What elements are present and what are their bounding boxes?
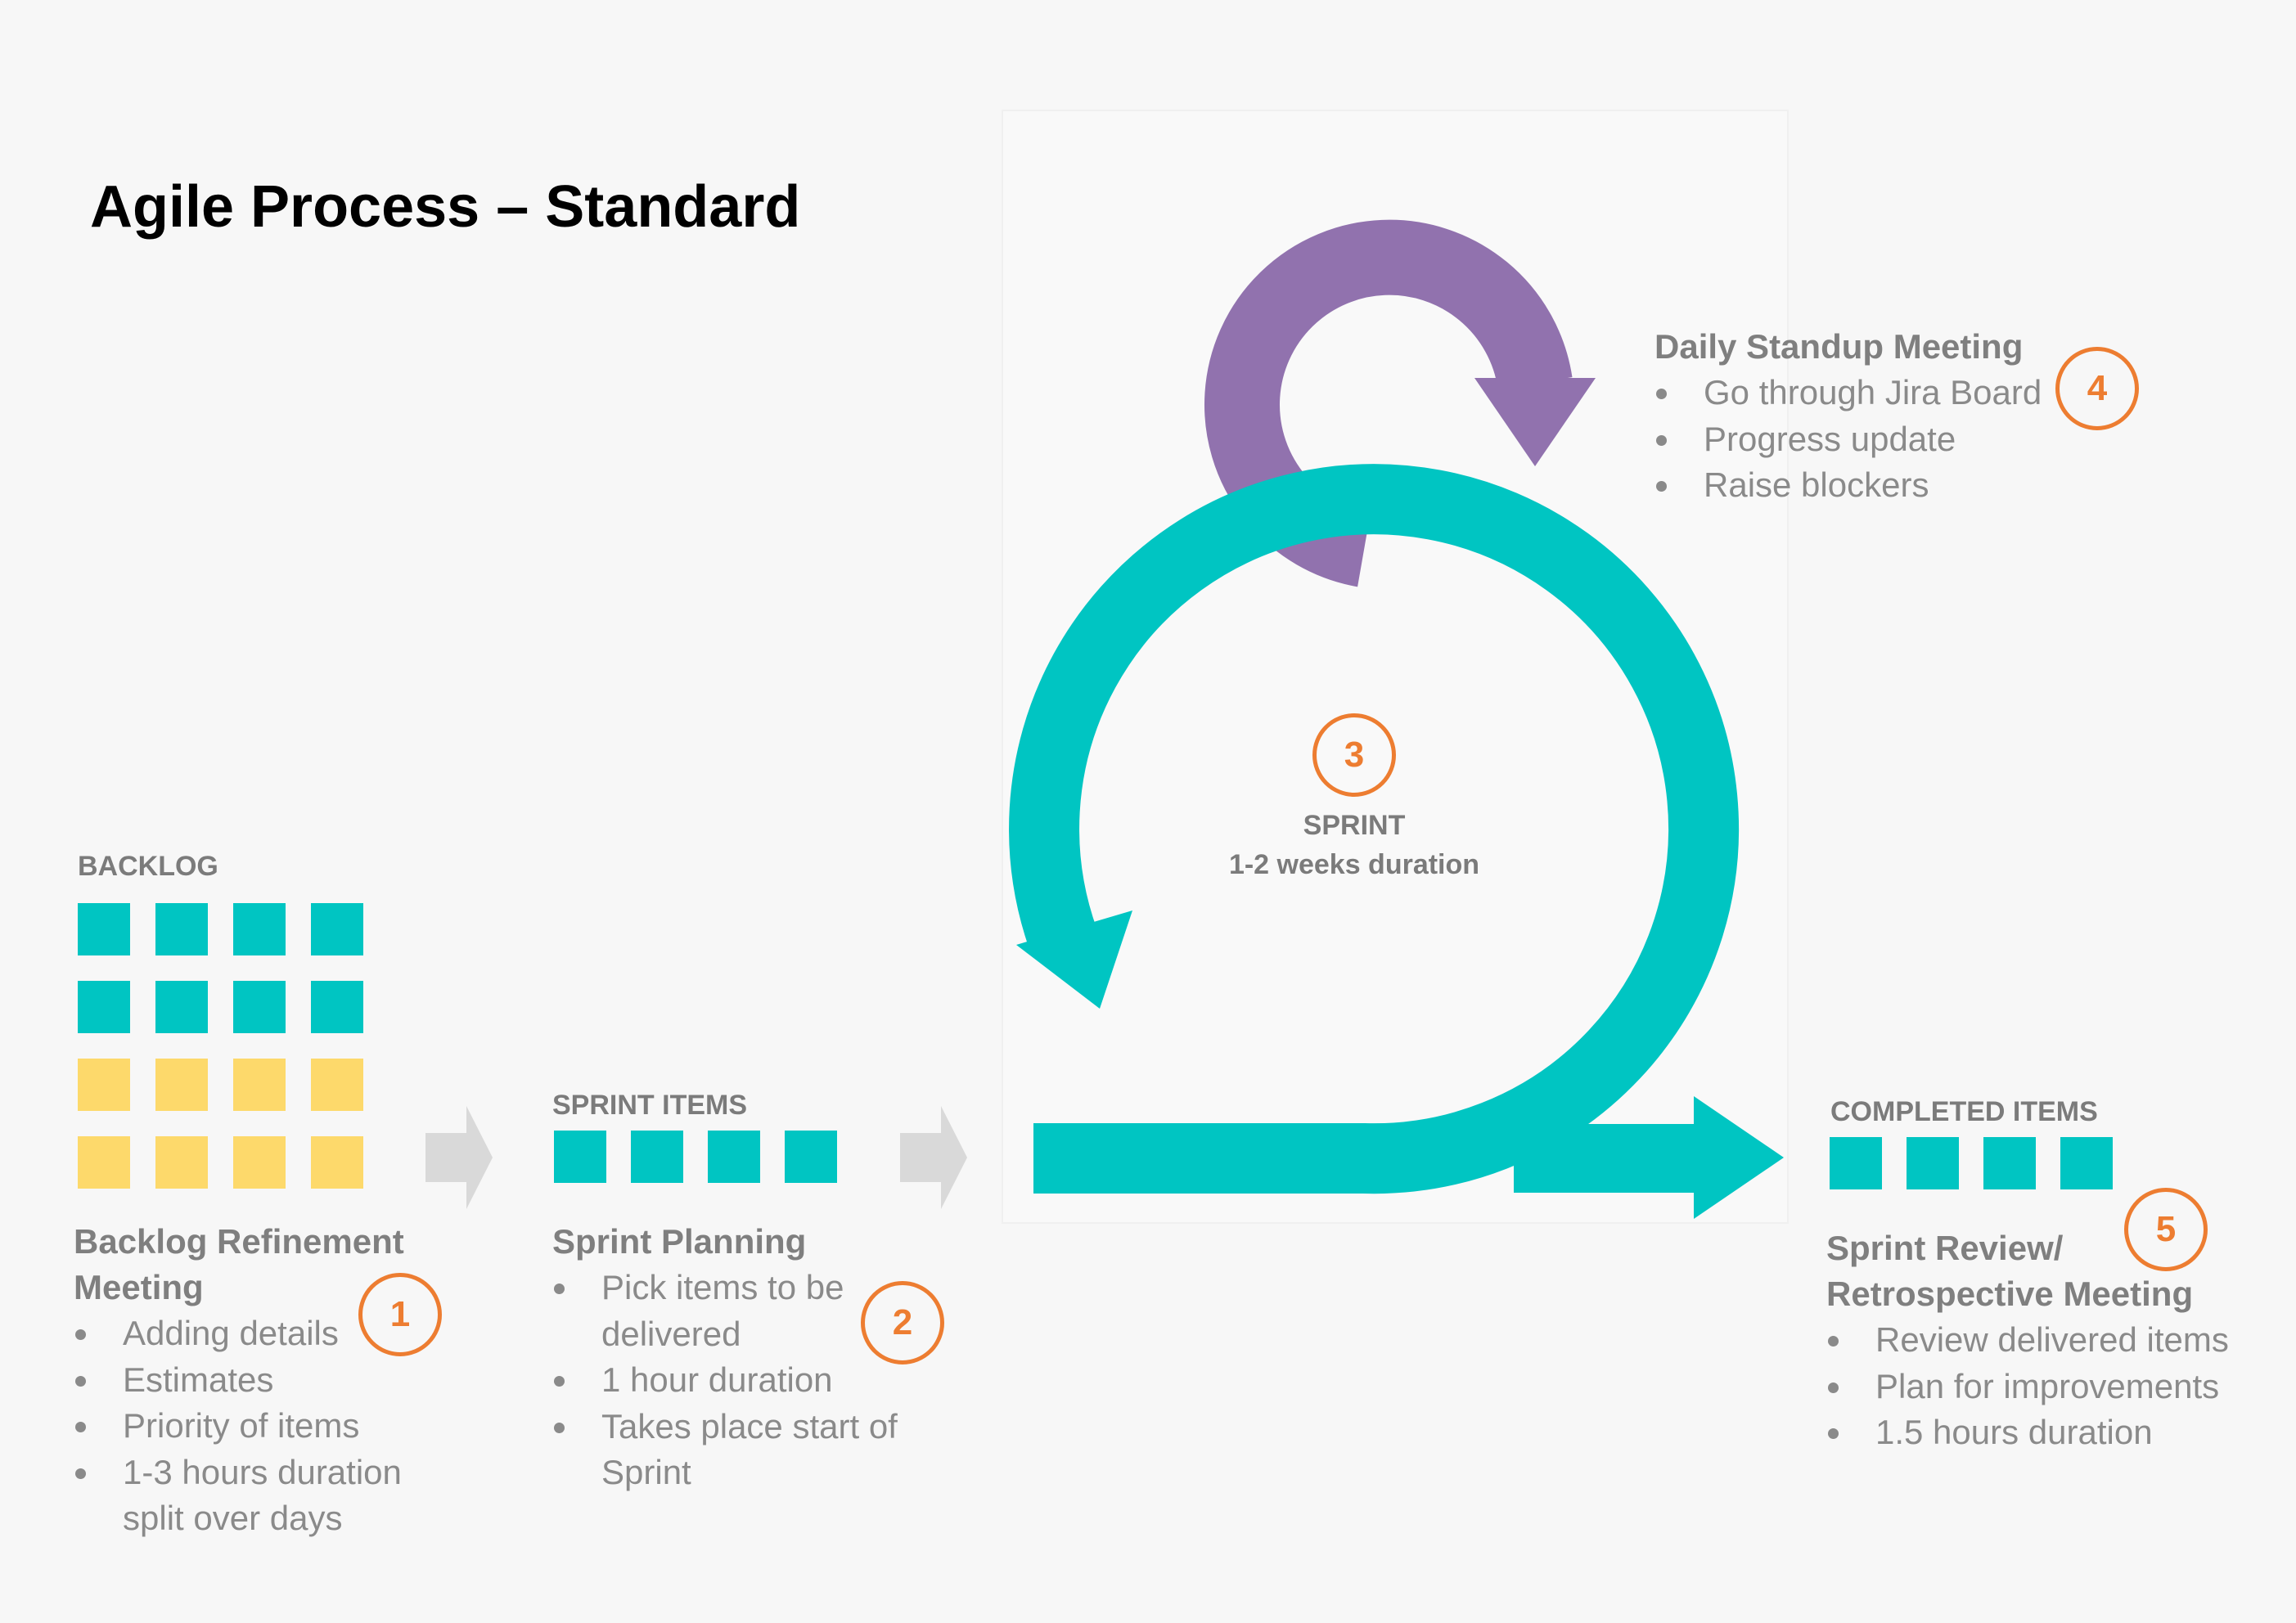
sprint-item (708, 1131, 760, 1183)
flow-arrow-1 (425, 1106, 493, 1209)
backlog-item (311, 1136, 363, 1189)
page-title: Agile Process – Standard (90, 174, 801, 240)
exit-arrow-head (1694, 1096, 1784, 1219)
list-item: Go through Jira Board (1654, 370, 2042, 416)
sprint-duration: 1-2 weeks duration (1228, 849, 1480, 880)
sprint-item (631, 1131, 683, 1183)
completed-item (2060, 1137, 2113, 1189)
list-item-continuation: split over days (123, 1499, 343, 1537)
backlog-item (233, 903, 286, 955)
step-badge-5: 5 (2124, 1188, 2208, 1271)
completed-item (1830, 1137, 1882, 1189)
backlog-item (155, 981, 208, 1033)
refinement-bullets: Adding details Estimates Priority of ite… (74, 1311, 402, 1542)
planning-bullets: Pick items to be delivered 1 hour durati… (552, 1265, 898, 1496)
review-heading-line1: Sprint Review/ (1826, 1229, 2064, 1267)
list-item: Takes place start of (552, 1404, 898, 1450)
list-item-continuation: delivered (601, 1314, 741, 1353)
backlog-item (233, 1136, 286, 1189)
completed-item (1907, 1137, 1959, 1189)
sprint-item (785, 1131, 837, 1183)
review-bullets: Review delivered items Plan for improvem… (1826, 1317, 2229, 1456)
flow-arrow-2 (900, 1106, 967, 1209)
list-item: 1.5 hours duration (1826, 1409, 2229, 1456)
list-item-continuation: Sprint (601, 1453, 691, 1491)
backlog-item (78, 981, 130, 1033)
list-item: Adding details (74, 1311, 402, 1357)
refinement-heading-line1: Backlog Refinement (74, 1222, 404, 1261)
step-badge-1: 1 (358, 1273, 442, 1356)
list-item: Review delivered items (1826, 1317, 2229, 1364)
list-item: Pick items to be (552, 1265, 898, 1311)
list-item: 1 hour duration (552, 1357, 898, 1404)
backlog-item (311, 1059, 363, 1111)
review-heading-line2: Retrospective Meeting (1826, 1275, 2194, 1313)
list-item: Estimates (74, 1357, 402, 1404)
list-item: Raise blockers (1654, 462, 2042, 509)
step-badge-4: 4 (2055, 347, 2139, 430)
standup-bullets: Go through Jira Board Progress update Ra… (1654, 370, 2042, 509)
exit-arrow-shaft (1514, 1124, 1698, 1193)
standup-heading: Daily Standup Meeting (1654, 327, 2024, 366)
list-item: Priority of items (74, 1403, 402, 1450)
sprint-loop-arc (1009, 464, 1740, 1194)
daily-loop-arrowhead (1474, 378, 1596, 466)
review-heading: Sprint Review/ Retrospective Meeting (1826, 1225, 2193, 1317)
backlog-item (311, 981, 363, 1033)
completed-item (1983, 1137, 2036, 1189)
step-badge-2: 2 (861, 1281, 944, 1364)
sprint-label: SPRINT (1303, 810, 1406, 841)
backlog-item (233, 1059, 286, 1111)
backlog-item (155, 1059, 208, 1111)
list-item: 1-3 hours duration (74, 1450, 402, 1496)
list-item: Plan for improvements (1826, 1364, 2229, 1410)
list-item: Progress update (1654, 416, 2042, 463)
backlog-item (155, 1136, 208, 1189)
planning-heading: Sprint Planning (552, 1222, 807, 1261)
sprint-items-label: SPRINT ITEMS (552, 1090, 748, 1121)
sprint-loop-arrowhead (1016, 910, 1132, 1009)
backlog-item (233, 981, 286, 1033)
backlog-item (155, 903, 208, 955)
refinement-heading: Backlog Refinement Meeting (74, 1219, 404, 1311)
backlog-label: BACKLOG (78, 851, 218, 882)
backlog-item (311, 903, 363, 955)
refinement-heading-line2: Meeting (74, 1268, 204, 1306)
backlog-item (78, 903, 130, 955)
step-badge-3: 3 (1312, 713, 1396, 797)
backlog-item (78, 1136, 130, 1189)
completed-items-label: COMPLETED ITEMS (1830, 1096, 2098, 1127)
sprint-item (554, 1131, 606, 1183)
backlog-item (78, 1059, 130, 1111)
